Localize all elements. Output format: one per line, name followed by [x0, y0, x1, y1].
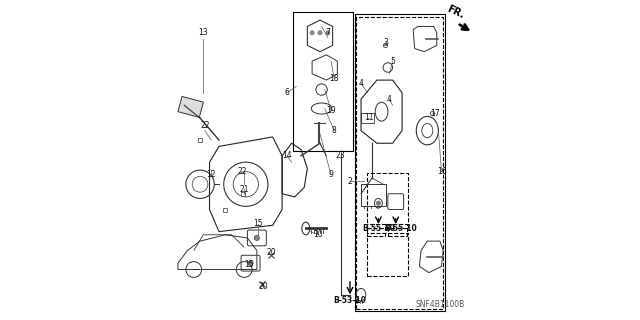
Circle shape: [310, 30, 315, 35]
Bar: [178, 96, 204, 117]
Text: FR.: FR.: [445, 4, 466, 20]
Bar: [355, 14, 445, 310]
Text: 2: 2: [348, 177, 353, 186]
Text: 7: 7: [326, 28, 330, 37]
Text: B-53-10: B-53-10: [333, 296, 367, 305]
Text: 18: 18: [330, 74, 339, 83]
Text: 22: 22: [200, 121, 209, 130]
Text: 15: 15: [244, 260, 254, 269]
Text: 11: 11: [364, 114, 374, 123]
Text: 4: 4: [358, 79, 364, 88]
Text: 10: 10: [314, 230, 323, 239]
Text: 19: 19: [326, 106, 336, 115]
Text: 23: 23: [336, 151, 346, 160]
Circle shape: [317, 30, 323, 35]
Text: 6: 6: [284, 88, 289, 97]
Text: 21: 21: [239, 185, 249, 194]
Bar: [361, 184, 387, 206]
Text: 4: 4: [387, 94, 392, 104]
Text: 5: 5: [390, 57, 395, 66]
Circle shape: [325, 30, 330, 35]
Bar: [388, 224, 407, 236]
Bar: [356, 17, 443, 309]
Text: 8: 8: [332, 126, 337, 135]
Text: B-55-10: B-55-10: [384, 224, 417, 233]
Circle shape: [248, 261, 253, 266]
Bar: [367, 233, 408, 276]
Circle shape: [376, 201, 381, 206]
Bar: [293, 12, 353, 151]
Bar: [367, 224, 385, 236]
Text: 17: 17: [430, 109, 440, 118]
Bar: [361, 113, 374, 123]
Text: B-55-10: B-55-10: [362, 224, 395, 233]
Text: 16: 16: [436, 167, 446, 176]
Text: 9: 9: [328, 170, 333, 179]
Text: 12: 12: [206, 170, 216, 179]
Text: 20: 20: [259, 282, 268, 291]
Bar: [367, 173, 408, 228]
Text: 20: 20: [266, 248, 276, 257]
Text: 15: 15: [253, 219, 263, 228]
Text: SNF4B1100B: SNF4B1100B: [415, 300, 465, 309]
Circle shape: [254, 236, 259, 240]
Text: 13: 13: [198, 28, 208, 37]
Text: 22: 22: [238, 167, 248, 176]
Text: 14: 14: [282, 151, 292, 160]
Text: 3: 3: [384, 38, 388, 47]
